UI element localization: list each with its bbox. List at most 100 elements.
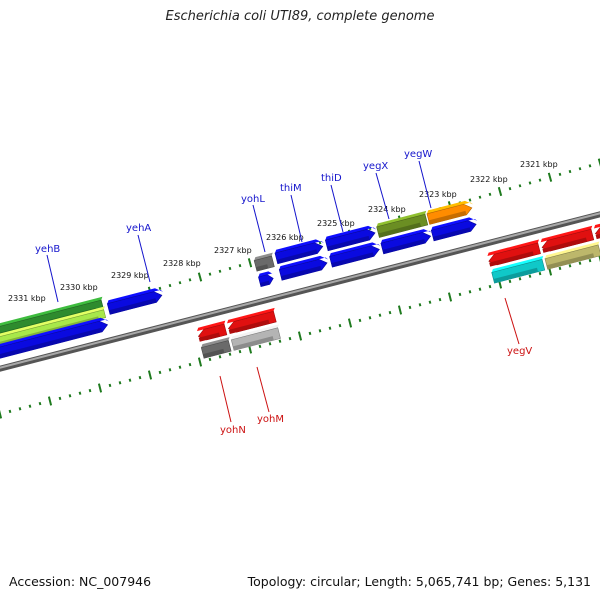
minor-tick [358, 318, 362, 323]
map-title: Escherichia coli UTI89, complete genome [165, 9, 435, 24]
minor-tick [528, 181, 532, 185]
major-tick [597, 158, 600, 167]
gene-label-yohN: yohN [220, 425, 246, 436]
feature-yegV-band [491, 256, 546, 284]
minor-tick [208, 357, 212, 362]
scale-label: 2322 kbp [470, 175, 508, 184]
feature-thiD [324, 225, 377, 252]
gene-leader-lines [46, 160, 520, 423]
minor-tick [178, 365, 182, 369]
minor-tick [288, 336, 292, 341]
minor-tick [118, 381, 122, 385]
minor-tick [138, 375, 142, 380]
feature-yohN [197, 320, 228, 342]
minor-tick [478, 195, 482, 199]
major-tick [47, 396, 53, 406]
minor-tick [488, 192, 492, 196]
gene-label-yehB: yehB [35, 244, 60, 255]
minor-tick [238, 264, 242, 268]
minor-tick [178, 281, 182, 285]
minor-tick [428, 300, 432, 304]
gene-labels-bottom: yegV yohM yohN [220, 346, 532, 436]
major-tick [297, 331, 303, 341]
gene-labels-top: yegW yegX thiD thiM yohL yehA yehB [35, 149, 432, 255]
minor-tick [338, 323, 342, 328]
minor-tick [438, 297, 442, 302]
feature-yegW-cds [430, 217, 478, 242]
gene-label-yehA: yehA [126, 223, 151, 234]
leader-line [418, 160, 432, 209]
minor-tick [78, 391, 82, 395]
minor-tick [558, 266, 562, 271]
leader-line [137, 234, 151, 283]
leader-line [290, 194, 303, 243]
minor-tick [268, 342, 272, 346]
major-tick [197, 272, 203, 282]
leader-line [252, 204, 266, 253]
major-tick [247, 258, 253, 268]
feature-yohN-band [200, 337, 232, 359]
minor-tick [188, 362, 192, 367]
feature-yegV-band-2 [544, 241, 600, 270]
minor-tick [368, 316, 372, 320]
minor-tick [108, 383, 112, 388]
gene-label-yegV: yegV [507, 346, 532, 357]
gene-label-yegX: yegX [363, 161, 388, 172]
minor-tick [218, 355, 222, 359]
minor-tick [168, 368, 172, 372]
scale-label: 2328 kbp [163, 259, 201, 268]
minor-tick [18, 407, 22, 411]
minor-tick [168, 283, 172, 288]
gene-label-thiD: thiD [321, 173, 342, 184]
major-tick [0, 409, 3, 419]
major-tick [147, 370, 153, 380]
major-tick [547, 172, 553, 182]
minor-tick [28, 404, 32, 408]
minor-tick [228, 266, 232, 271]
feature-yohL [253, 252, 275, 272]
feature-yehB-band-light [0, 306, 107, 356]
genome-backbone [0, 211, 600, 372]
minor-tick [468, 290, 472, 294]
major-tick [97, 383, 103, 393]
minor-tick [478, 287, 482, 291]
major-tick [347, 318, 353, 328]
minor-tick [258, 344, 262, 349]
minor-tick [568, 264, 572, 268]
minor-tick [158, 370, 162, 375]
minor-tick [8, 409, 12, 414]
minor-tick [158, 286, 162, 290]
minor-tick [538, 178, 542, 182]
scale-label: 2324 kbp [368, 205, 406, 214]
minor-tick [208, 272, 212, 276]
gene-label-thiM: thiM [280, 183, 302, 194]
major-tick [197, 357, 203, 367]
minor-tick [88, 388, 92, 393]
minor-tick [488, 284, 492, 289]
minor-tick [188, 278, 192, 282]
feature-yegV-2 [540, 225, 595, 253]
minor-tick [68, 394, 72, 398]
scale-label: 2331 kbp [8, 294, 46, 303]
minor-tick [328, 326, 332, 330]
gene-label-yegW: yegW [404, 149, 432, 160]
leader-line [375, 172, 390, 220]
minor-tick [308, 331, 312, 336]
minor-tick [508, 187, 512, 191]
minor-tick [318, 329, 322, 333]
leader-line [330, 184, 344, 233]
minor-tick [128, 378, 132, 382]
scale-label: 2327 kbp [214, 246, 252, 255]
gene-label-yohM: yohM [257, 414, 284, 425]
minor-tick [518, 277, 522, 281]
scale-label: 2321 kbp [520, 160, 558, 169]
minor-tick [238, 349, 242, 354]
feature-thiD-cds [329, 242, 381, 268]
major-tick [397, 305, 403, 315]
feature-yehA [106, 288, 164, 315]
major-tick [497, 186, 503, 197]
minor-tick [578, 261, 582, 265]
minor-tick [518, 184, 522, 188]
feature-yegW [426, 200, 474, 225]
